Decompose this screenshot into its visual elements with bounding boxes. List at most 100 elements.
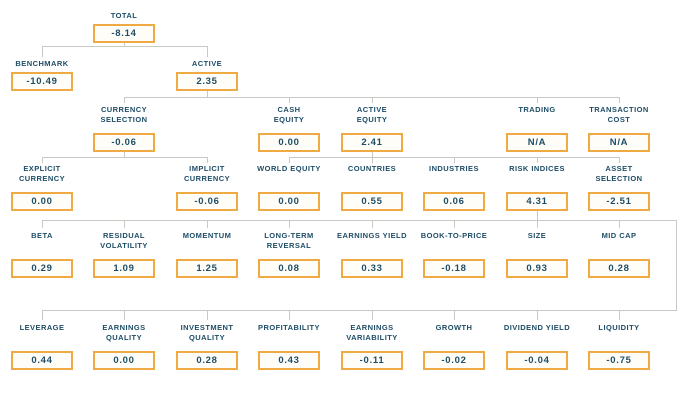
node-active-label: ACTIVE [191,59,223,68]
node-earnings-quality-value-box: 0.00 [93,351,155,370]
node-industries-label: INDUSTRIES [429,164,479,173]
node-long-term-reversal-value-box: 0.08 [258,259,320,278]
node-world-equity-value-box: 0.00 [258,192,320,211]
connector-drop-cash-equity [289,97,290,103]
connector-drop-active [207,46,208,57]
node-mid-cap-label: MID CAP [601,231,637,240]
node-book-to-price-value-box: -0.18 [423,259,485,278]
node-countries: COUNTRIES 0.55 [332,164,412,211]
connector-bus-total-children [42,46,208,47]
node-growth-value-box: -0.02 [423,351,485,370]
node-active: ACTIVE 2.35 [167,59,247,91]
connector-riser-total [124,42,125,46]
connector-riser-active-equity [372,151,373,157]
node-active-equity: ACTIVE EQUITY 2.41 [332,105,412,152]
node-profitability: PROFITABILITY 0.43 [249,323,329,370]
node-residual-volatility-label: RESIDUAL VOLATILITY [100,231,148,250]
node-size-label: SIZE [527,231,547,240]
connector-drop-trading [537,97,538,103]
node-active-equity-value: 2.41 [361,137,383,148]
node-beta: BETA 0.29 [2,231,82,278]
connector-drop-active-equity [372,97,373,103]
node-mid-cap-value: 0.28 [608,263,630,274]
node-liquidity-value: -0.75 [606,355,632,366]
node-leverage-value-box: 0.44 [11,351,73,370]
node-risk-indices-label: RISK INDICES [509,164,565,173]
node-transaction-cost-value-box: N/A [588,133,650,152]
node-industries-value-box: 0.06 [423,192,485,211]
node-benchmark-value: -10.49 [26,76,58,87]
node-transaction-cost-label: TRANSACTION COST [589,105,649,124]
node-mid-cap: MID CAP 0.28 [579,231,659,278]
node-book-to-price-value: -0.18 [441,263,467,274]
node-size-value-box: 0.93 [506,259,568,278]
node-investment-quality-value: 0.28 [196,355,218,366]
connector-riser-currency-selection [124,151,125,157]
node-benchmark-label: BENCHMARK [15,59,69,68]
node-asset-selection-value-box: -2.51 [588,192,650,211]
node-leverage-label: LEVERAGE [19,323,65,332]
node-earnings-yield-label: EARNINGS YIELD [337,231,407,240]
connector-bus-risk-indices-row2 [42,310,677,311]
node-momentum-label: MOMENTUM [182,231,232,240]
connector-drop-transaction-cost [619,97,620,103]
node-beta-value: 0.29 [31,263,53,274]
node-active-value: 2.35 [196,76,218,87]
node-currency-selection-value-box: -0.06 [93,133,155,152]
node-beta-value-box: 0.29 [11,259,73,278]
node-trading: TRADING N/A [497,105,577,152]
node-long-term-reversal: LONG-TERM REVERSAL 0.08 [249,231,329,278]
node-liquidity-value-box: -0.75 [588,351,650,370]
connector-drop-currency-selection [124,97,125,103]
node-explicit-currency-label: EXPLICIT CURRENCY [18,164,66,183]
connector-drop-benchmark [42,46,43,57]
node-countries-value: 0.55 [361,196,383,207]
node-implicit-currency-value: -0.06 [194,196,220,207]
node-size: SIZE 0.93 [497,231,577,278]
connector-drop-momentum [207,220,208,228]
node-cash-equity-value: 0.00 [278,137,300,148]
node-asset-selection-label: ASSET SELECTION [595,164,643,183]
connector-bus-risk-indices-row1 [42,220,677,221]
node-book-to-price: BOOK-TO-PRICE -0.18 [414,231,494,278]
node-asset-selection-value: -2.51 [606,196,632,207]
node-implicit-currency-label: IMPLICIT CURRENCY [183,164,231,183]
connector-drop-long-term-reversal [289,220,290,228]
node-asset-selection: ASSET SELECTION -2.51 [579,164,659,211]
node-world-equity: WORLD EQUITY 0.00 [249,164,329,211]
connector-drop-explicit-currency [42,157,43,163]
connector-riser-risk-indices [537,210,538,220]
node-dividend-yield: DIVIDEND YIELD -0.04 [497,323,577,370]
connector-wrap-right [676,220,677,311]
connector-drop-implicit-currency [207,157,208,163]
node-earnings-variability-value-box: -0.11 [341,351,403,370]
node-industries: INDUSTRIES 0.06 [414,164,494,211]
node-dividend-yield-value: -0.04 [524,355,550,366]
connector-drop-dividend-yield [537,310,538,320]
node-profitability-label: PROFITABILITY [258,323,320,332]
node-dividend-yield-label: DIVIDEND YIELD [503,323,571,332]
connector-drop-book-to-price [454,220,455,228]
node-earnings-yield-value: 0.33 [361,263,383,274]
node-active-value-box: 2.35 [176,72,238,91]
node-long-term-reversal-label: LONG-TERM REVERSAL [264,231,314,250]
node-earnings-yield-value-box: 0.33 [341,259,403,278]
node-world-equity-label: WORLD EQUITY [257,164,321,173]
node-profitability-value-box: 0.43 [258,351,320,370]
node-residual-volatility: RESIDUAL VOLATILITY 1.09 [84,231,164,278]
node-explicit-currency-value-box: 0.00 [11,192,73,211]
node-earnings-quality: EARNINGS QUALITY 0.00 [84,323,164,370]
node-benchmark: BENCHMARK -10.49 [2,59,82,91]
node-implicit-currency: IMPLICIT CURRENCY -0.06 [167,164,247,211]
node-long-term-reversal-value: 0.08 [278,263,300,274]
connector-drop-earnings-quality [124,310,125,320]
connector-drop-profitability [289,310,290,320]
node-investment-quality-value-box: 0.28 [176,351,238,370]
node-growth: GROWTH -0.02 [414,323,494,370]
node-total-value: -8.14 [111,28,137,39]
node-total-value-box: -8.14 [93,24,155,43]
connector-drop-growth [454,310,455,320]
node-momentum: MOMENTUM 1.25 [167,231,247,278]
connector-bus-currency-children [42,157,208,158]
